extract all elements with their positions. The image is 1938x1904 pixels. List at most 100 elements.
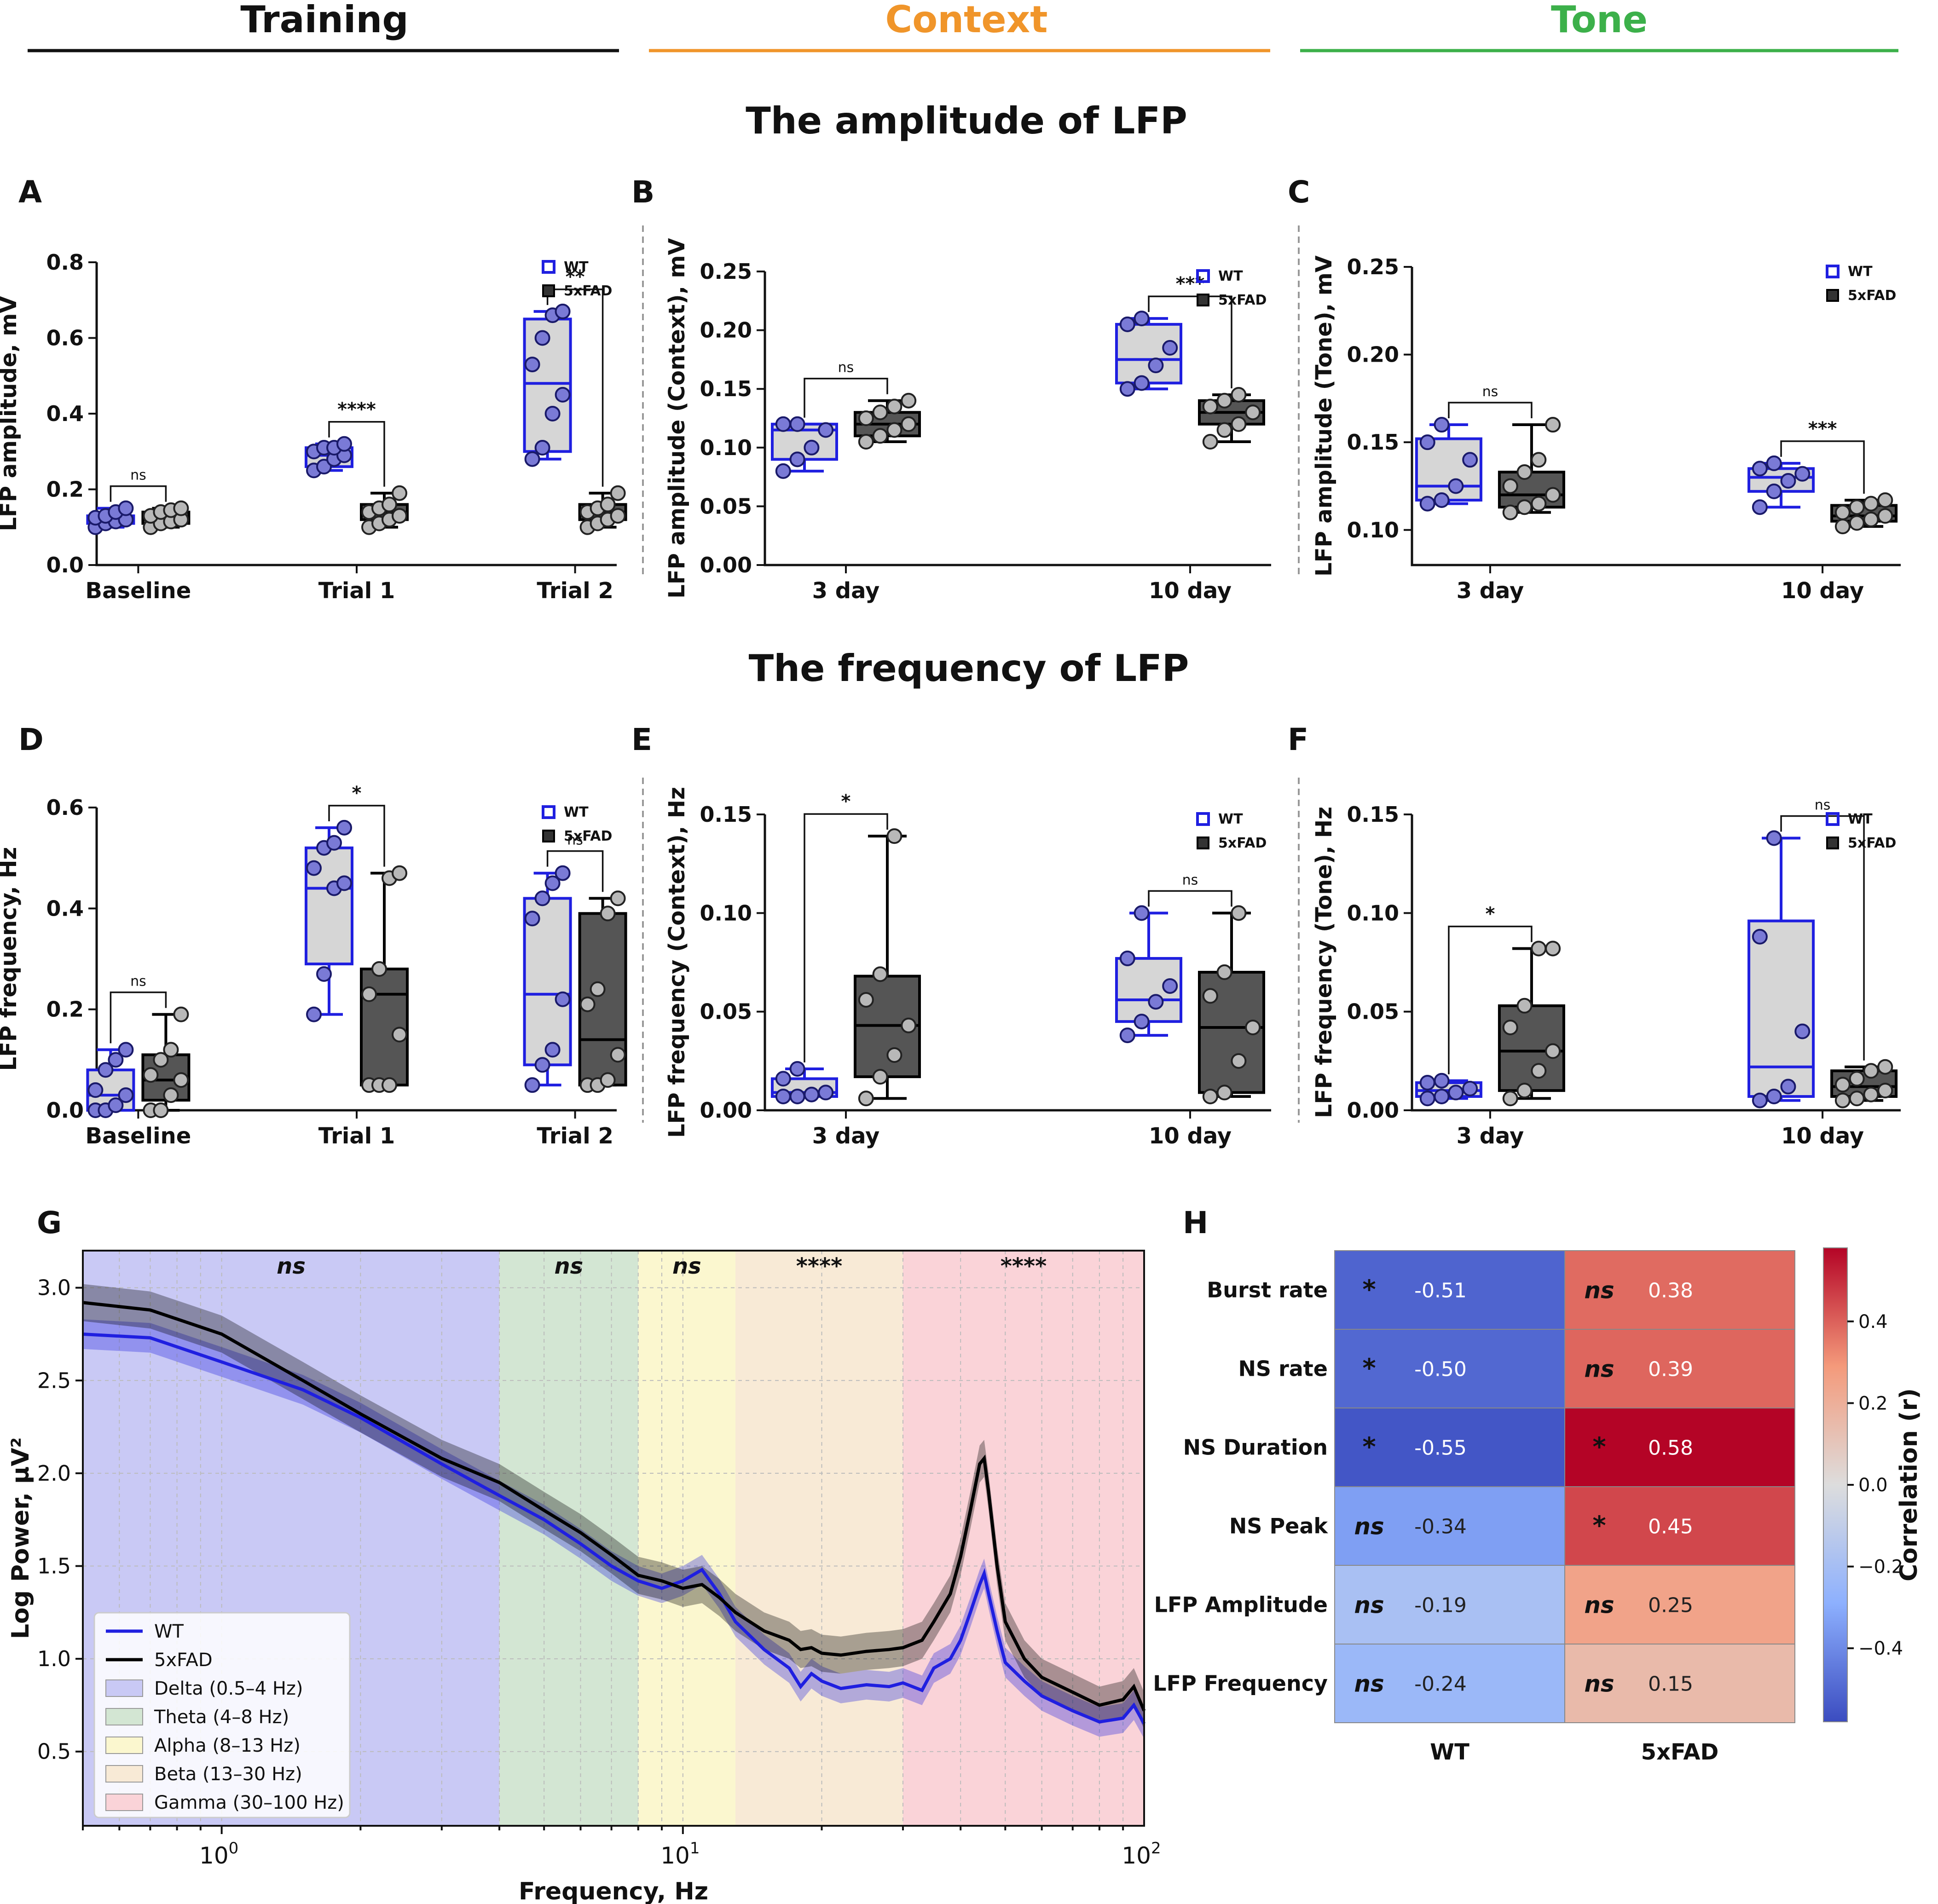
- heatmap-cell: [1564, 1565, 1795, 1644]
- legend-label: Delta (0.5–4 Hz): [154, 1678, 303, 1699]
- significance-bracket: [328, 805, 385, 867]
- fad-data-point: [1516, 499, 1533, 515]
- fad-data-point: [1849, 1071, 1865, 1087]
- fad-data-point: [1231, 905, 1247, 921]
- heatmap-row-label: NS Duration: [1183, 1435, 1328, 1460]
- panel-d: D 0.0 0.2 0.4 0.6 LFP frequency, Hz Baseline ns…: [0, 722, 627, 1149]
- x-category-label: Trial 1: [318, 1123, 395, 1149]
- fad-data-point: [1834, 519, 1851, 535]
- wt-data-point: [1119, 381, 1135, 397]
- wt-data-point: [534, 1057, 550, 1073]
- x-category-label: 10 day: [1149, 1123, 1232, 1149]
- fad-data-point: [600, 906, 616, 922]
- heatmap-significance: *: [1592, 1511, 1606, 1541]
- heatmap-col-label: WT: [1430, 1739, 1469, 1765]
- fad-data-point: [361, 986, 377, 1002]
- fad-data-point: [1202, 1088, 1218, 1104]
- significance-label: *: [841, 791, 851, 812]
- wt-data-point: [1148, 994, 1164, 1010]
- fad-data-point: [1834, 1092, 1851, 1108]
- fad-data-point: [1863, 511, 1879, 527]
- significance-bracket: [1448, 925, 1533, 1074]
- fad-data-point: [590, 981, 606, 997]
- legend-fad-swatch: [1197, 294, 1209, 306]
- fad-data-point: [1245, 1019, 1261, 1035]
- wt-data-point: [1134, 1014, 1150, 1030]
- wt-data-point: [775, 416, 791, 432]
- legend-fad-label: 5xFAD: [1218, 292, 1267, 308]
- fad-data-point: [382, 496, 397, 513]
- significance-label: *: [1485, 903, 1495, 924]
- wt-data-point: [1119, 950, 1135, 966]
- heatmap-cell: [1334, 1329, 1565, 1408]
- x-category-label: 10 day: [1781, 1123, 1864, 1149]
- band-region: [638, 1251, 736, 1826]
- heatmap-significance: ns: [1354, 1671, 1384, 1697]
- fad-data-point: [1516, 998, 1533, 1014]
- fad-data-point: [1216, 1085, 1232, 1101]
- y-tick-label: 0.25: [1347, 254, 1400, 279]
- legend-wt-label: WT: [1218, 268, 1243, 284]
- heatmap-significance: ns: [1354, 1592, 1384, 1619]
- panel-letter: B: [631, 174, 654, 210]
- wt-data-point: [1434, 417, 1450, 433]
- band-significance: ****: [796, 1253, 842, 1279]
- fad-data-point: [1531, 452, 1547, 468]
- wt-data-point: [1794, 466, 1811, 482]
- legend-fad-swatch: [1826, 289, 1839, 302]
- x-axis-label: Frequency, Hz: [519, 1878, 708, 1904]
- legend-band-swatch: [105, 1737, 143, 1754]
- y-tick-label: 3.0: [37, 1275, 71, 1300]
- wt-data-point: [534, 330, 550, 346]
- wt-data-point: [1119, 1027, 1135, 1044]
- heatmap-significance: *: [1362, 1432, 1376, 1462]
- wt-data-point: [544, 406, 561, 421]
- y-tick-label: 0.15: [1347, 802, 1400, 827]
- significance-label: *: [352, 783, 362, 804]
- x-category-label: 3 day: [1457, 578, 1524, 604]
- significance-bracket: [110, 485, 167, 502]
- fad-data-point: [1849, 499, 1865, 515]
- fad-data-point: [1502, 1019, 1518, 1035]
- plot-frame: [82, 1250, 1145, 1827]
- wt-data-point: [804, 439, 820, 456]
- wt-data-point: [1752, 499, 1768, 515]
- section-title-tone: Tone: [1551, 0, 1648, 41]
- wt-data-point: [1134, 375, 1150, 391]
- wt-data-point: [524, 1077, 540, 1093]
- legend-band-swatch: [105, 1679, 143, 1697]
- band-region: [902, 1251, 1144, 1826]
- fad-data-point: [1877, 1083, 1893, 1099]
- fad-data-point: [1516, 464, 1533, 480]
- series-ci-band: [83, 1284, 1144, 1730]
- legend-fad-label: 5xFAD: [1848, 288, 1896, 304]
- series-line: [82, 1332, 1146, 1725]
- y-tick-label: 1.0: [37, 1646, 71, 1671]
- heatmap-row-label: NS Peak: [1229, 1514, 1329, 1539]
- heatmap-cell: [1564, 1250, 1795, 1330]
- legend-label: Gamma (30–100 Hz): [154, 1792, 344, 1813]
- colorbar: [1823, 1247, 1848, 1722]
- fad-data-point: [371, 961, 387, 977]
- fad-data-point: [1877, 508, 1893, 524]
- wt-data-point: [544, 1042, 561, 1058]
- wt-data-point: [1148, 358, 1164, 374]
- fad-data-point: [1545, 417, 1561, 433]
- wt-data-point: [555, 865, 571, 881]
- legend-fad-label: 5xFAD: [564, 828, 612, 844]
- legend-fad-swatch: [542, 830, 555, 842]
- wt-data-point: [1752, 1092, 1768, 1108]
- wt-data-point: [804, 1086, 820, 1102]
- fad-data-point: [872, 1069, 888, 1085]
- panel-letter: G: [37, 1205, 62, 1240]
- y-tick-label: 0.5: [37, 1739, 71, 1764]
- significance-label: ns: [1815, 797, 1831, 813]
- heatmap-significance: ns: [1584, 1671, 1614, 1697]
- fad-data-point: [1863, 1086, 1879, 1102]
- wt-data-point: [1448, 1085, 1464, 1101]
- wt-data-point: [306, 1006, 322, 1022]
- heatmap-value: 0.38: [1648, 1279, 1693, 1303]
- x-category-label: Trial 1: [318, 578, 395, 604]
- heatmap-row-label: LFP Amplitude: [1154, 1592, 1328, 1617]
